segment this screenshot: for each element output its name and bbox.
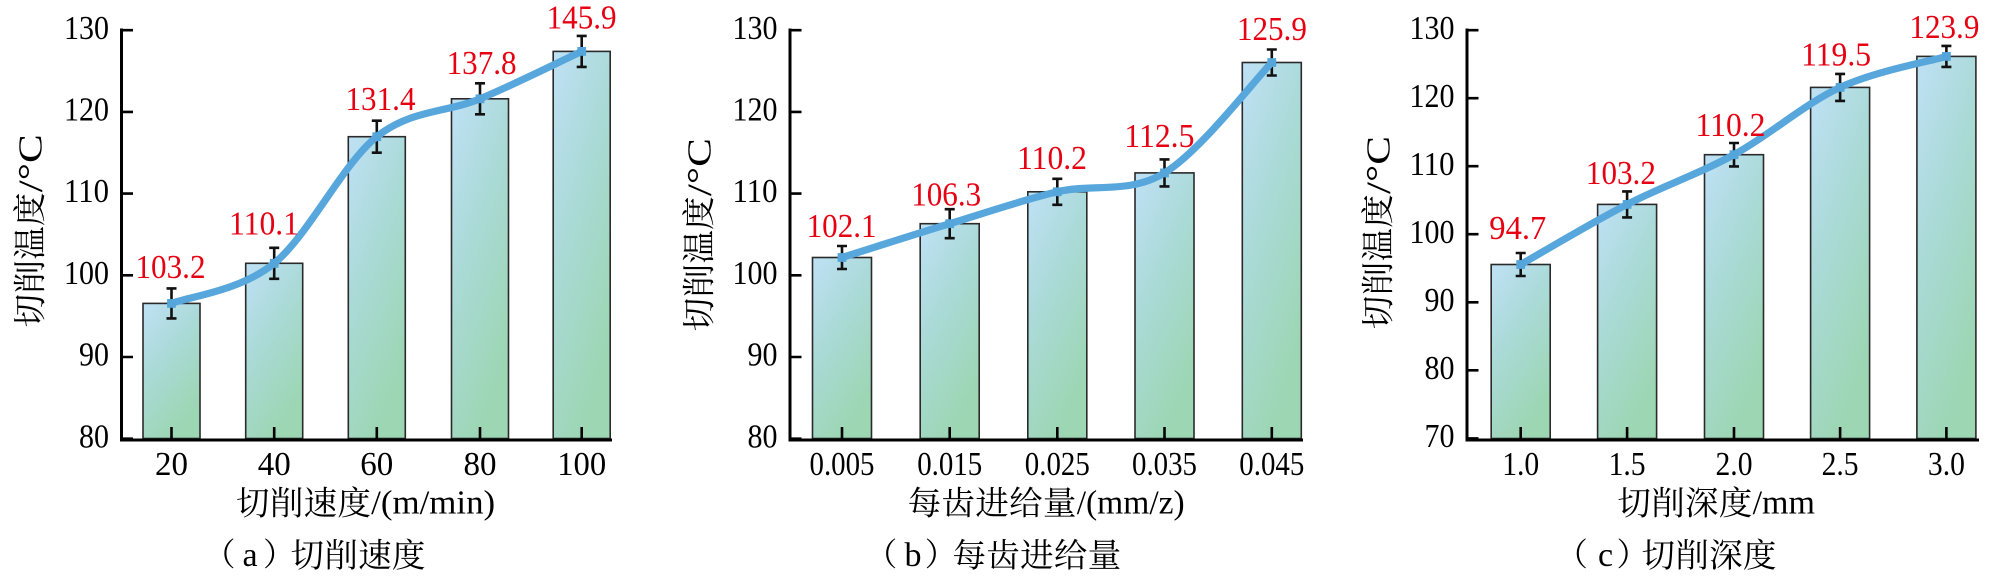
svg-text:90: 90 bbox=[1425, 282, 1455, 319]
svg-text:/(mm/z): /(mm/z) bbox=[1077, 485, 1185, 522]
svg-text:90: 90 bbox=[748, 337, 778, 374]
svg-text:120: 120 bbox=[1410, 78, 1455, 115]
svg-text:131.4: 131.4 bbox=[346, 81, 416, 118]
svg-text:2.0: 2.0 bbox=[1716, 446, 1753, 483]
svg-text:70: 70 bbox=[1425, 418, 1455, 455]
svg-text:103.2: 103.2 bbox=[1586, 155, 1656, 192]
svg-text:102.1: 102.1 bbox=[807, 208, 877, 245]
svg-text:a: a bbox=[243, 537, 258, 574]
svg-text:110.1: 110.1 bbox=[229, 206, 299, 243]
svg-text:90: 90 bbox=[79, 337, 109, 374]
svg-text:2.5: 2.5 bbox=[1822, 446, 1859, 483]
svg-text:3.0: 3.0 bbox=[1928, 446, 1965, 483]
svg-text:137.8: 137.8 bbox=[447, 45, 517, 82]
svg-text:b: b bbox=[905, 537, 922, 574]
svg-text:110: 110 bbox=[64, 173, 109, 210]
svg-text:/(m/min): /(m/min) bbox=[371, 485, 495, 522]
svg-text:130: 130 bbox=[733, 10, 778, 47]
svg-text:110: 110 bbox=[733, 173, 778, 210]
svg-text:/°C: /°C bbox=[13, 134, 50, 192]
svg-text:123.9: 123.9 bbox=[1909, 9, 1979, 46]
svg-text:145.9: 145.9 bbox=[547, 0, 617, 37]
svg-text:80: 80 bbox=[748, 418, 778, 455]
svg-text:/°C: /°C bbox=[682, 138, 719, 196]
svg-text:110: 110 bbox=[1410, 146, 1455, 183]
svg-text:100: 100 bbox=[64, 255, 109, 292]
svg-text:100: 100 bbox=[1410, 214, 1455, 251]
svg-text:112.5: 112.5 bbox=[1124, 118, 1194, 155]
svg-text:0.045: 0.045 bbox=[1239, 446, 1304, 483]
svg-text:100: 100 bbox=[733, 255, 778, 292]
svg-text:80: 80 bbox=[79, 418, 109, 455]
svg-text:/mm: /mm bbox=[1753, 485, 1815, 522]
svg-text:c: c bbox=[1598, 537, 1613, 574]
svg-text:103.2: 103.2 bbox=[136, 249, 206, 286]
svg-text:110.2: 110.2 bbox=[1696, 107, 1766, 144]
svg-text:125.9: 125.9 bbox=[1237, 11, 1307, 48]
svg-text:130: 130 bbox=[1410, 10, 1455, 47]
svg-text:130: 130 bbox=[64, 10, 109, 47]
svg-text:80: 80 bbox=[1425, 350, 1455, 387]
svg-text:94.7: 94.7 bbox=[1489, 210, 1546, 247]
svg-text:0.035: 0.035 bbox=[1132, 446, 1197, 483]
svg-text:20: 20 bbox=[155, 446, 188, 483]
svg-text:120: 120 bbox=[64, 92, 109, 129]
svg-text:0.015: 0.015 bbox=[917, 446, 982, 483]
svg-text:80: 80 bbox=[464, 446, 497, 483]
svg-text:106.3: 106.3 bbox=[911, 177, 981, 214]
svg-text:40: 40 bbox=[258, 446, 291, 483]
svg-text:120: 120 bbox=[733, 92, 778, 129]
svg-text:119.5: 119.5 bbox=[1801, 37, 1871, 74]
svg-text:1.5: 1.5 bbox=[1609, 446, 1646, 483]
svg-text:1.0: 1.0 bbox=[1502, 446, 1539, 483]
svg-text:0.025: 0.025 bbox=[1025, 446, 1090, 483]
svg-text:0.005: 0.005 bbox=[810, 446, 875, 483]
svg-text:/°C: /°C bbox=[1361, 136, 1398, 194]
svg-text:100: 100 bbox=[557, 446, 606, 483]
svg-text:110.2: 110.2 bbox=[1017, 140, 1087, 177]
svg-text:60: 60 bbox=[360, 446, 393, 483]
